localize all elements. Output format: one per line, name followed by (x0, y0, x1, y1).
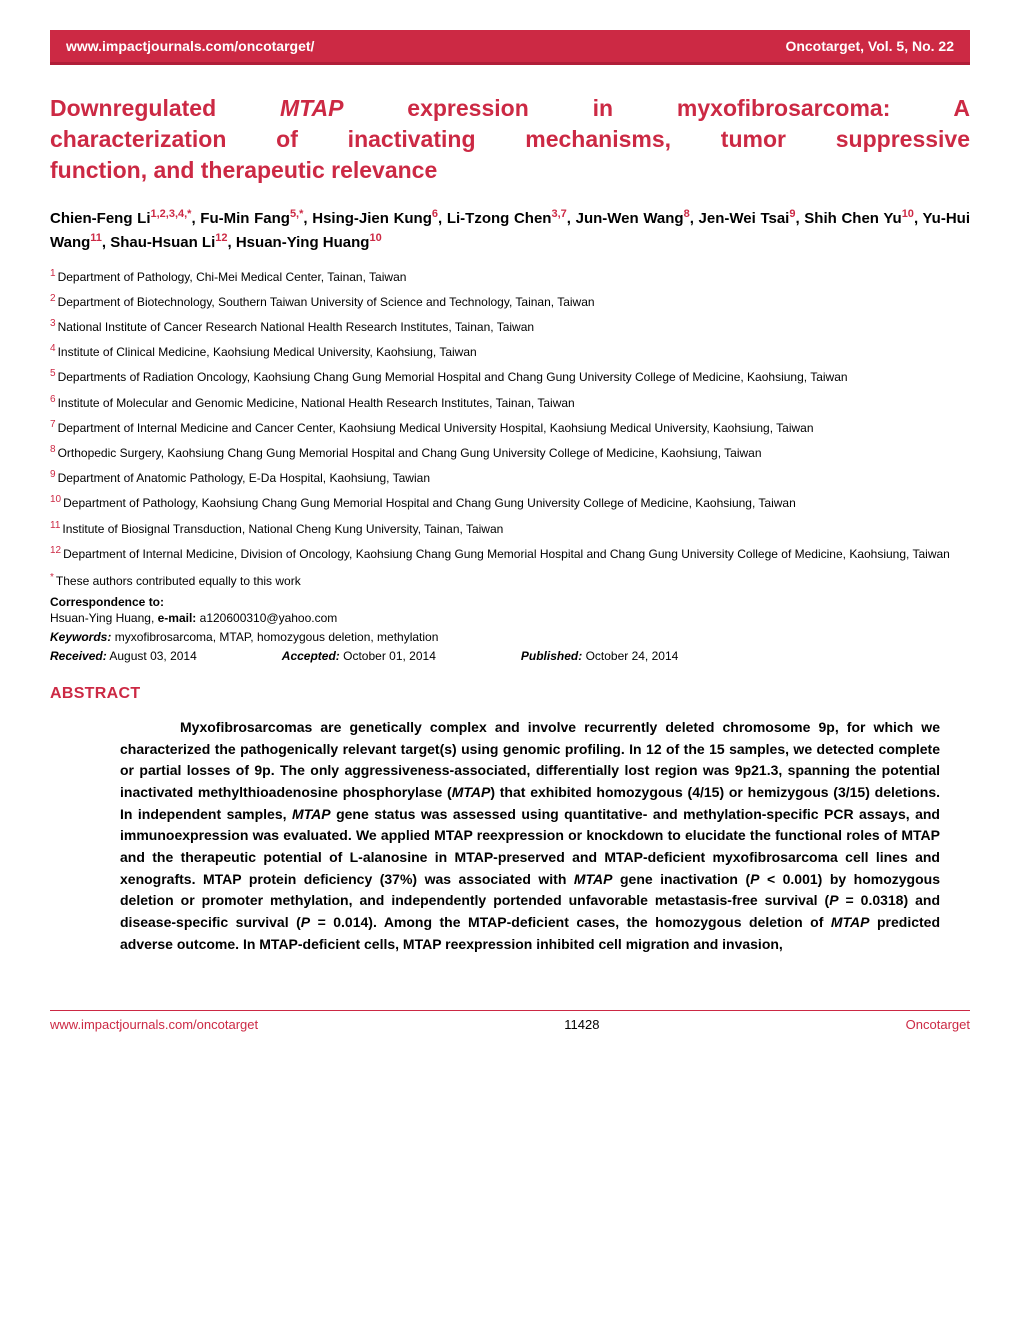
affiliation: 7Department of Internal Medicine and Can… (50, 418, 970, 436)
title-line-2: characterization of inactivating mechani… (50, 124, 970, 155)
publication-dates: Received: August 03, 2014 Accepted: Octo… (50, 649, 970, 663)
footer-page-number: 11428 (564, 1017, 599, 1032)
authors-list: Chien-Feng Li1,2,3,4,*, Fu-Min Fang5,*, … (50, 206, 970, 255)
title-line-3: function, and therapeutic relevance (50, 155, 970, 186)
correspondence-detail: Hsuan-Ying Huang, e-mail: a120600310@yah… (50, 611, 970, 625)
affiliation: 12Department of Internal Medicine, Divis… (50, 544, 970, 562)
date-received: Received: August 03, 2014 (50, 649, 197, 663)
date-published: Published: October 24, 2014 (521, 649, 678, 663)
abstract-body: Myxofibrosarcomas are genetically comple… (120, 717, 940, 956)
article-title: Downregulated MTAP expression in myxofib… (50, 93, 970, 186)
footer-journal: Oncotarget (906, 1017, 970, 1032)
journal-header: www.impactjournals.com/oncotarget/ Oncot… (50, 30, 970, 65)
affiliation: 5Departments of Radiation Oncology, Kaoh… (50, 367, 970, 385)
affiliations-list: 1Department of Pathology, Chi-Mei Medica… (50, 267, 970, 562)
affiliation: 1Department of Pathology, Chi-Mei Medica… (50, 267, 970, 285)
affiliation: 11Institute of Biosignal Transduction, N… (50, 519, 970, 537)
page-footer: www.impactjournals.com/oncotarget 11428 … (50, 1010, 970, 1032)
affiliation: 4Institute of Clinical Medicine, Kaohsiu… (50, 342, 970, 360)
abstract-heading: ABSTRACT (50, 685, 970, 703)
date-accepted: Accepted: October 01, 2014 (282, 649, 436, 663)
affiliation: 3National Institute of Cancer Research N… (50, 317, 970, 335)
affiliation: 8Orthopedic Surgery, Kaohsiung Chang Gun… (50, 443, 970, 461)
footer-url: www.impactjournals.com/oncotarget (50, 1017, 258, 1032)
correspondence-label: Correspondence to: (50, 595, 970, 609)
affiliation: 6Institute of Molecular and Genomic Medi… (50, 393, 970, 411)
header-url: www.impactjournals.com/oncotarget/ (66, 38, 314, 54)
header-issue: Oncotarget, Vol. 5, No. 22 (785, 38, 954, 54)
title-line-1: Downregulated MTAP expression in myxofib… (50, 93, 970, 124)
affiliation: 2Department of Biotechnology, Southern T… (50, 292, 970, 310)
affiliation: 9Department of Anatomic Pathology, E-Da … (50, 468, 970, 486)
affiliation: 10Department of Pathology, Kaohsiung Cha… (50, 493, 970, 511)
contrib-note: *These authors contributed equally to th… (50, 572, 970, 588)
keywords: Keywords: myxofibrosarcoma, MTAP, homozy… (50, 630, 970, 644)
